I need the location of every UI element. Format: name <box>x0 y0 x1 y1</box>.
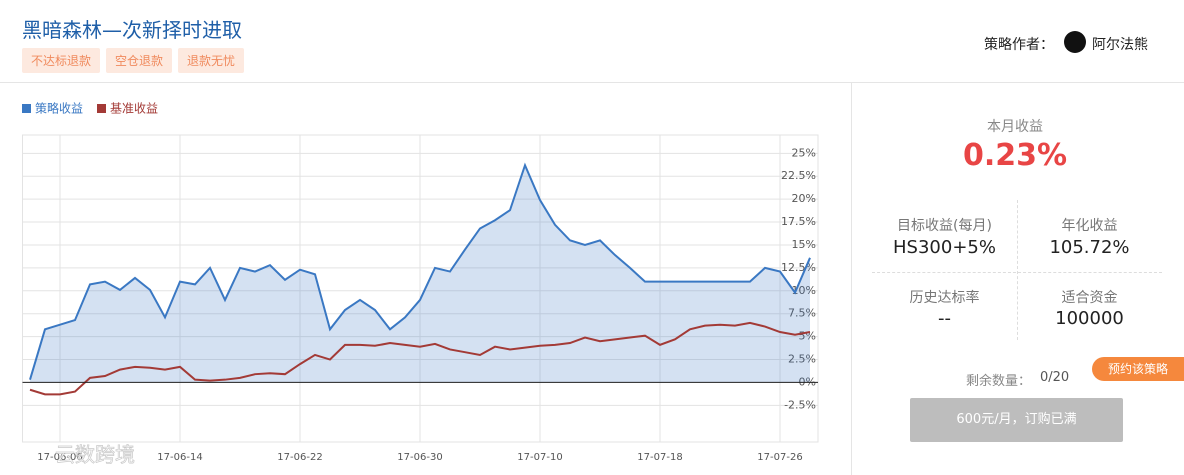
y-tick-label: 25% <box>792 146 816 159</box>
y-tick-label: -2.5% <box>784 398 816 411</box>
stat-label: 适合资金 <box>1061 290 1118 306</box>
x-tick-label: 17-06-30 <box>397 452 442 463</box>
author-name[interactable]: 阿尔法熊 <box>1092 37 1148 53</box>
watermark: 云数跨境 <box>55 443 135 467</box>
stat-value: HS300+5% <box>893 237 996 258</box>
series-line <box>29 162 811 380</box>
x-tick-label: 17-07-10 <box>517 452 562 463</box>
legend-label: 策略收益 <box>35 101 83 116</box>
subscribe-button[interactable]: 600元/月，订购已满 <box>910 398 1123 442</box>
reserve-button[interactable]: 预约该策略 <box>1092 357 1184 381</box>
legend-swatch <box>97 104 106 113</box>
y-tick-label: 22.5% <box>781 169 816 182</box>
avatar[interactable] <box>1064 31 1086 53</box>
x-tick-label: 17-06-22 <box>277 452 322 463</box>
divider <box>851 82 852 475</box>
divider <box>0 82 1184 83</box>
tags: 不达标退款 空仓退款 退款无忧 <box>22 48 250 73</box>
area <box>30 165 810 383</box>
y-tick-label: 12.5% <box>781 261 816 274</box>
month-value: 0.23% <box>962 138 1068 173</box>
tag: 空仓退款 <box>106 48 173 73</box>
y-tick-label: 17.5% <box>781 215 816 228</box>
stat-value: 100000 <box>1055 308 1124 329</box>
tag: 不达标退款 <box>22 48 101 73</box>
remain-value: 0/20 <box>1040 370 1070 385</box>
x-tick-label: 17-07-18 <box>637 452 682 463</box>
stat-label: 历史达标率 <box>909 290 980 306</box>
series-line <box>29 321 811 396</box>
y-tick-label: 7.5% <box>788 307 816 320</box>
legend-label: 基准收益 <box>110 102 158 116</box>
y-tick-label: 15% <box>792 238 816 251</box>
divider <box>1017 200 1018 340</box>
legend-swatch <box>22 104 31 113</box>
month-label: 本月收益 <box>987 119 1043 135</box>
stat-value: 105.72% <box>1049 237 1130 258</box>
stat-label: 年化收益 <box>1061 218 1118 234</box>
stat-label: 目标收益(每月) <box>897 218 992 234</box>
tag: 退款无忧 <box>178 48 245 73</box>
x-tick-label: 17-06-06 <box>37 452 82 463</box>
x-tick-label: 17-07-26 <box>757 452 802 463</box>
title: 黑暗森林—次新择时进取 <box>22 18 242 42</box>
y-tick-label: 2.5% <box>788 353 816 366</box>
stat-value: -- <box>938 308 951 329</box>
x-tick-label: 17-06-14 <box>157 452 202 463</box>
y-tick-label: 20% <box>792 192 816 205</box>
author-label: 策略作者： <box>984 37 1054 53</box>
remain-label: 剩余数量： <box>966 374 1032 389</box>
